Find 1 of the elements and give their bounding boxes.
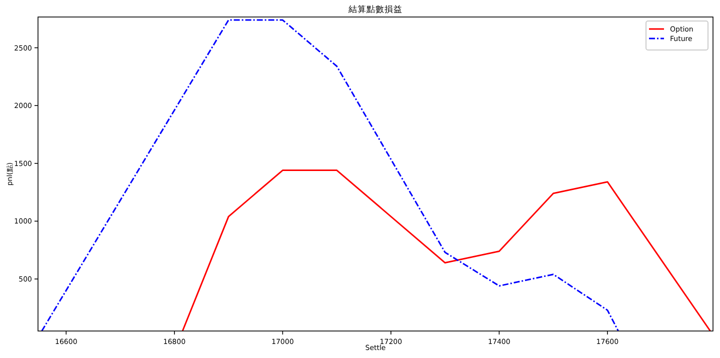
- chart-title: 結算點數損益: [348, 4, 402, 15]
